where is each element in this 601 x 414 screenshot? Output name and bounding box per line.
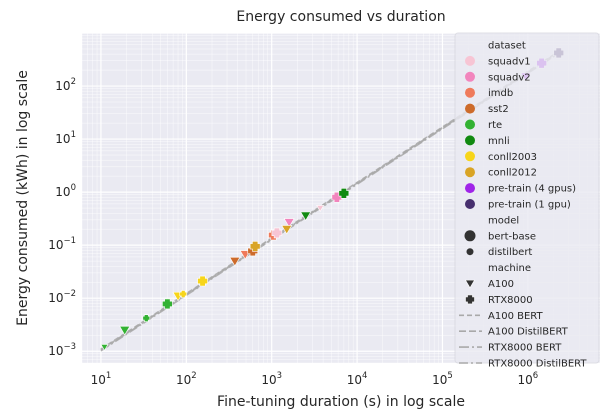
legend-label: A100 DistilBERT [488,327,569,338]
legend-label: RTX8000 [488,295,533,306]
legend-swatch [465,167,475,178]
point-rte [119,326,131,336]
legend-title-machine: machine [488,263,531,274]
legend-swatch [465,151,475,162]
legend-swatch [465,119,475,130]
legend-marker-a100 [464,279,476,289]
legend-label: mnli [488,136,510,147]
legend-label: RTX8000 BERT [488,343,562,354]
legend-swatch [465,55,475,66]
y-tick-label: 101 [55,130,76,146]
legend: dataset squadv1 squadv2 imdb sst2 rte mnli conl… [454,32,600,370]
legend-label: bert-base [488,231,536,242]
legend-swatch [465,183,475,194]
legend-marker-bert-base [464,230,476,242]
chart-title: Energy consumed vs duration [236,9,445,25]
x-tick-label: 102 [176,371,197,387]
point-rte [162,298,173,310]
legend-swatch [465,71,475,82]
point-sst2 [229,257,241,267]
point-conll2012 [281,225,293,235]
point-mnli [338,187,350,199]
legend-label: squadv2 [488,72,531,83]
legend-label: RTX8000 DistilBERT [488,359,587,370]
y-tick-label: 100 [55,183,76,199]
legend-label: pre-train (4 gpus) [488,184,576,195]
point-squadv1 [271,227,283,239]
legend-label: A100 [488,279,514,290]
legend-marker-rtx8000 [465,294,475,305]
x-axis-label: Fine-tuning duration (s) in log scale [217,394,465,410]
legend-swatch [465,103,475,114]
y-axis-label: Energy consumed (kWh) in log scale [15,70,31,326]
x-tick-label: 103 [261,371,282,387]
legend-label: squadv1 [488,56,531,67]
legend-label: imdb [488,88,513,99]
point-rte [100,344,109,351]
x-tick-label: 101 [91,371,112,387]
y-tick-label: 102 [55,77,76,93]
legend-swatch [465,199,475,209]
point-conll2003 [197,275,208,287]
legend-title-dataset: dataset [488,41,526,52]
legend-box [454,32,600,364]
x-tick-label: 106 [517,371,538,387]
point-mnli [300,211,312,221]
point-rte [142,314,151,322]
legend-label: sst2 [488,104,509,115]
legend-label: conll2003 [488,152,537,163]
legend-label: pre-train (1 gpu) [488,200,571,211]
legend-label: rte [488,120,502,131]
legend-label: A100 BERT [488,311,544,322]
point-squadv1 [316,205,325,212]
legend-label: distilbert [488,247,532,258]
legend-marker-distilbert [466,248,474,256]
legend-title-model: model [488,215,519,226]
point-conll2003 [179,290,188,298]
legend-swatch [465,87,475,98]
legend-label: conll2012 [488,168,537,179]
legend-swatch [465,135,475,146]
y-tick-label: 10−2 [48,289,76,305]
point-squadv2 [283,218,295,228]
x-tick-label: 105 [432,371,453,387]
axis-ticks: 101 102 103 104 105 106 10−3 10−2 10−1 100 101 102 [48,77,538,387]
y-tick-label: 10−3 [48,342,76,358]
point-conll2012 [249,241,261,252]
x-tick-label: 104 [347,371,368,387]
y-tick-label: 10−1 [48,236,76,252]
